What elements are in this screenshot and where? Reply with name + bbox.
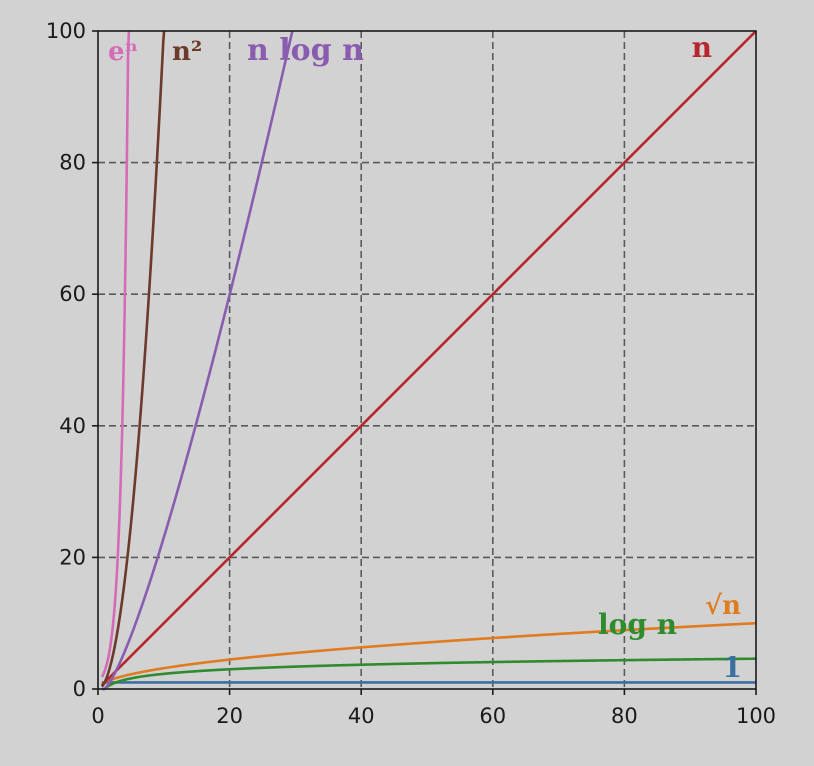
axis-ticks: 0 20 40 60 80 100 0 20 40 60 80 100 — [46, 19, 776, 728]
x-tick-label: 80 — [611, 704, 638, 728]
series-label-n-2: n² — [172, 37, 202, 67]
plot-frame — [97, 30, 757, 690]
y-tick-label: 0 — [73, 677, 86, 701]
series-line-n — [101, 30, 757, 686]
series-labels: 1 log n √n n n log n n² eⁿ — [108, 31, 742, 684]
series-line-n-2 — [100, 30, 166, 688]
series-label-1: 1 — [723, 651, 742, 684]
y-tick-label: 40 — [59, 414, 86, 438]
series-label-n: n — [692, 31, 712, 64]
y-tick-label: 80 — [59, 151, 86, 175]
x-tick-label: 20 — [216, 704, 243, 728]
series-line-sqrt-n — [101, 621, 757, 686]
y-tick-label: 60 — [59, 282, 86, 306]
series-line-n-log-n — [101, 30, 294, 691]
series-label-n-log-n: n log n — [247, 33, 364, 68]
series-label-sqrt-n: √n — [705, 591, 741, 621]
series-label-log-n: log n — [598, 608, 677, 641]
x-tick-label: 60 — [479, 704, 506, 728]
series-label-e-n: eⁿ — [108, 37, 138, 67]
series-line-log-n — [101, 657, 757, 691]
x-tick-label: 40 — [348, 704, 375, 728]
series-line-e-n — [100, 30, 131, 678]
x-tick-label: 0 — [91, 704, 104, 728]
series-lines — [100, 30, 757, 691]
y-tick-label: 20 — [59, 545, 86, 569]
y-tick-label: 100 — [46, 19, 86, 43]
x-tick-label: 100 — [736, 704, 776, 728]
